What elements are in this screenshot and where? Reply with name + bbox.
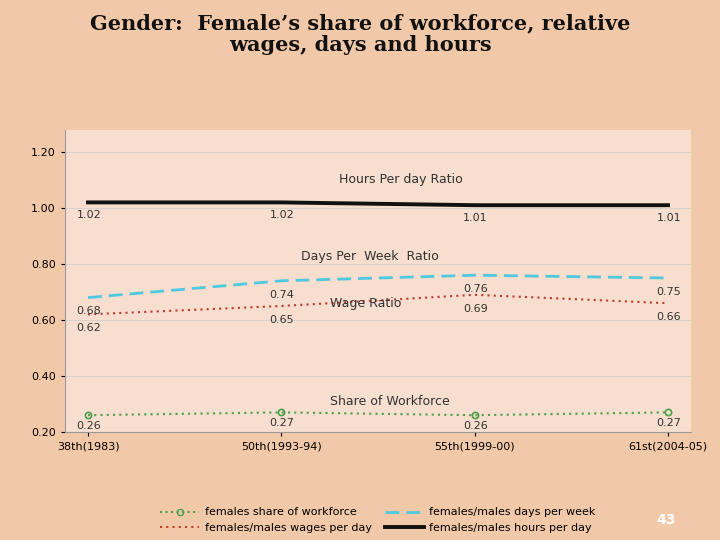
Text: wages, days and hours: wages, days and hours [229,35,491,55]
Text: Wage Ratio: Wage Ratio [330,298,401,310]
Text: 43: 43 [657,513,675,526]
Text: 0.66: 0.66 [657,312,681,322]
Text: Gender:  Female’s share of workforce, relative: Gender: Female’s share of workforce, rel… [90,14,630,33]
Text: Hours Per day Ratio: Hours Per day Ratio [339,173,463,186]
Text: 1.02: 1.02 [270,210,294,220]
Text: 0.26: 0.26 [76,421,101,431]
Text: 0.76: 0.76 [463,284,488,294]
Text: 1.02: 1.02 [76,210,101,220]
Legend: females share of workforce, females/males wages per day, females/males days per : females share of workforce, females/male… [157,504,599,536]
Text: 0.69: 0.69 [463,303,488,314]
Text: Share of Workforce: Share of Workforce [330,395,449,408]
Text: 0.75: 0.75 [657,287,681,297]
Text: 0.27: 0.27 [270,418,294,428]
Text: 0.65: 0.65 [270,315,294,325]
Text: 0.27: 0.27 [657,418,681,428]
Text: 1.01: 1.01 [657,213,681,222]
Text: 0.26: 0.26 [463,421,488,431]
Text: 0.74: 0.74 [270,289,294,300]
Text: 1.01: 1.01 [463,213,487,222]
Text: 0.68: 0.68 [76,306,101,316]
Text: Days Per  Week  Ratio: Days Per Week Ratio [301,250,438,263]
Text: 0.62: 0.62 [76,323,101,333]
